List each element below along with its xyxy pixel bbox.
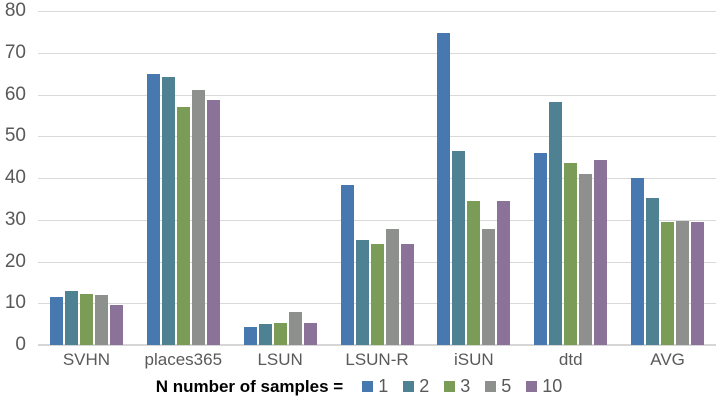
y-axis-tick-label: 10: [4, 292, 26, 314]
gridline: [38, 136, 716, 138]
y-axis-tick-label: 60: [4, 83, 26, 105]
gridline: [38, 178, 716, 179]
y-axis-tick-label: 20: [4, 250, 26, 272]
bar-iSUN-n5: [482, 228, 496, 345]
bar-LSUN-R-n2: [355, 239, 369, 345]
bar-SVHN-n5: [94, 295, 108, 345]
bar-LSUN-R-n10: [400, 243, 414, 345]
bar-AVG-n5: [676, 220, 690, 345]
legend: N number of samples = 1 2 3 5 10: [0, 376, 718, 397]
bar-iSUN-n1: [437, 33, 451, 345]
bar-LSUN-n3: [273, 323, 287, 345]
x-axis-label-LSUN: LSUN: [257, 350, 303, 369]
legend-swatch-icon: [485, 381, 497, 392]
bar-places365-n3: [176, 107, 190, 345]
legend-item-1: 1: [362, 376, 388, 397]
bar-SVHN-n2: [64, 290, 78, 345]
bar-LSUN-R-n5: [385, 228, 399, 345]
bar-AVG-n3: [661, 222, 675, 345]
y-axis-tick-label: 0: [15, 334, 26, 355]
bar-places365-n1: [146, 73, 160, 345]
bar-dtd-n2: [549, 101, 563, 345]
gridline: [38, 94, 716, 96]
bar-group-iSUN: [425, 11, 522, 345]
bar-dtd-n5: [579, 174, 593, 345]
legend-swatch-icon: [526, 381, 538, 392]
x-axis-label-AVG: AVG: [650, 350, 685, 369]
bar-places365-n2: [161, 76, 175, 345]
bar-AVG-n10: [691, 221, 705, 345]
bar-places365-n5: [191, 89, 205, 345]
x-axis-label-SVHN: SVHN: [62, 350, 111, 369]
bar-LSUN-R-n1: [340, 184, 354, 345]
bar-groups: [38, 11, 716, 345]
bar-dtd-n10: [594, 159, 608, 345]
legend-item-3: 3: [444, 376, 470, 397]
legend-swatch-icon: [403, 381, 415, 392]
bar-group-SVHN: [38, 11, 135, 345]
x-axis-label-LSUN-R: LSUN-R: [345, 350, 409, 369]
y-axis-tick-label: 50: [4, 125, 26, 147]
x-axis-label-iSUN: iSUN: [454, 350, 494, 369]
legend-item-5: 5: [485, 376, 511, 397]
bar-group-places365: [135, 11, 232, 345]
bar-group-LSUN: [232, 11, 329, 345]
bar-LSUN-R-n3: [370, 243, 384, 345]
bar-LSUN-n1: [243, 327, 257, 345]
bar-group-LSUN-R: [329, 11, 426, 345]
bar-group-AVG: [619, 11, 716, 345]
legend-label: 1: [378, 376, 389, 396]
legend-label: 5: [501, 376, 512, 396]
x-axis-label-dtd: dtd: [558, 350, 583, 369]
bar-iSUN-n3: [467, 200, 481, 345]
gridline: [38, 344, 716, 346]
bar-SVHN-n1: [49, 297, 63, 345]
legend-swatch-icon: [444, 381, 456, 392]
legend-label: 10: [542, 376, 563, 396]
x-axis: SVHN places365 LSUN LSUN-R iSUN dtd AVG: [38, 350, 716, 370]
y-axis: 0 10 20 30 40 50 60 70 80: [0, 0, 26, 405]
legend-item-2: 2: [403, 376, 429, 397]
y-axis-tick-label: 30: [4, 208, 26, 230]
x-axis-label-places365: places365: [144, 350, 223, 369]
legend-label: 2: [419, 376, 430, 396]
legend-item-10: 10: [526, 376, 562, 397]
legend-title: N number of samples =: [155, 376, 344, 396]
bar-dtd-n3: [564, 162, 578, 345]
y-axis-tick-label: 80: [4, 0, 26, 21]
bar-group-dtd: [522, 11, 619, 345]
legend-label: 3: [460, 376, 471, 396]
bar-places365-n10: [206, 99, 220, 345]
gridline: [38, 11, 716, 12]
bar-dtd-n1: [534, 152, 548, 345]
bar-AVG-n2: [646, 197, 660, 345]
bar-LSUN-n2: [258, 324, 272, 345]
bar-SVHN-n3: [79, 293, 93, 345]
gridline: [38, 219, 716, 221]
bar-SVHN-n10: [109, 304, 123, 345]
legend-swatch-icon: [362, 381, 374, 392]
bar-iSUN-n10: [497, 201, 511, 345]
y-axis-tick-label: 70: [4, 41, 26, 63]
gridline: [38, 52, 716, 54]
y-axis-tick-label: 40: [4, 167, 26, 188]
bar-LSUN-n10: [303, 323, 317, 345]
bar-iSUN-n2: [452, 150, 466, 345]
plot-area: [38, 11, 716, 346]
bar-LSUN-n5: [288, 311, 302, 345]
bar-AVG-n1: [631, 178, 645, 345]
